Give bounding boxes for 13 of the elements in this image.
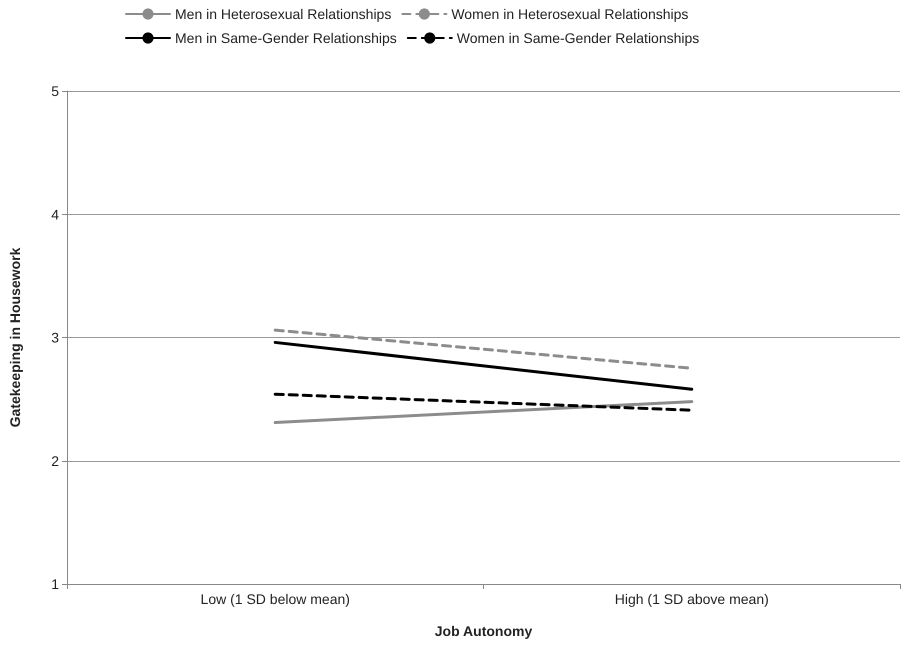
y-tick-label: 5 [51,83,60,99]
y-tick-label: 4 [51,206,60,222]
legend-label: Women in Heterosexual Relationships [451,6,688,22]
y-tick-label: 2 [51,452,60,469]
y-axis-title: Gatekeeping in Housework [7,247,23,428]
legend-label: Men in Same-Gender Relationships [175,30,397,46]
x-tick-label: Low (1 SD below mean) [200,591,350,607]
y-tick-label: 3 [51,330,60,346]
x-tick-label: High (1 SD above mean) [614,591,769,607]
legend-label: Men in Heterosexual Relationships [175,6,392,22]
x-axis-title: Job Autonomy [434,623,532,639]
legend-label: Women in Same-Gender Relationships [456,30,700,46]
y-tick-label: 1 [51,576,60,592]
